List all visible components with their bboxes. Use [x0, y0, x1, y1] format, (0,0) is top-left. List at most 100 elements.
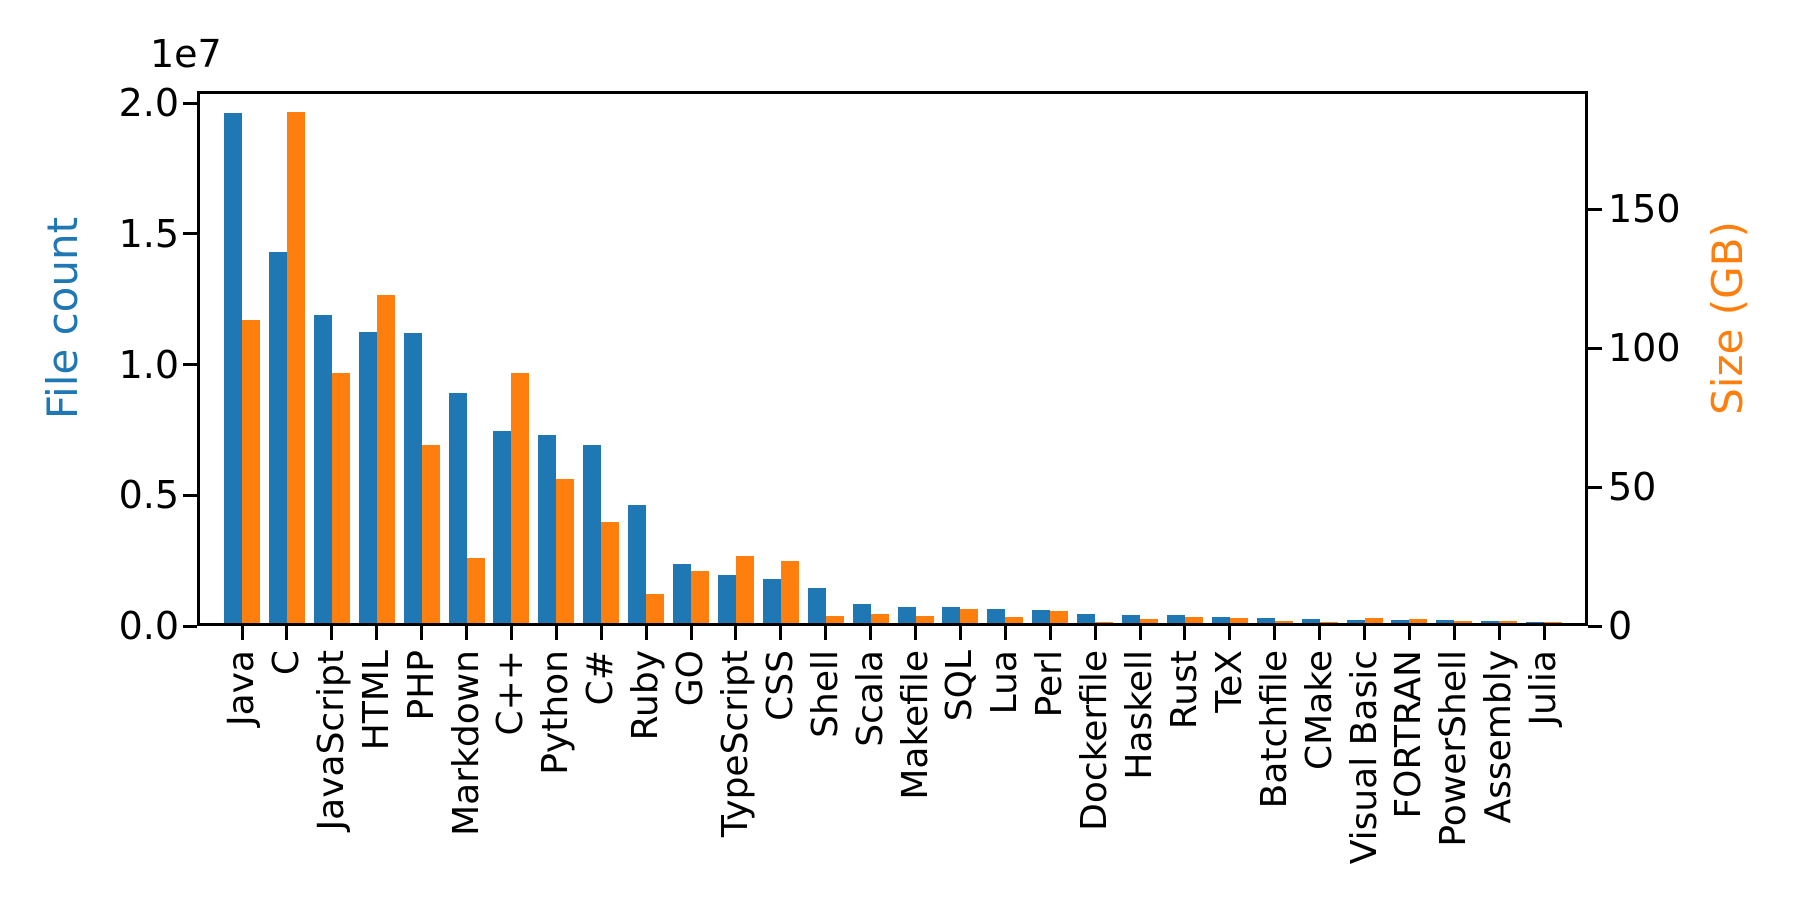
left-tick-mark [183, 363, 197, 367]
x-tick-label-c-: C++ [490, 650, 532, 736]
bar-file-count-ruby [628, 505, 647, 623]
bar-file-count-c- [583, 445, 602, 623]
x-tick-label-python: Python [535, 650, 577, 775]
bar-file-count-shell [807, 587, 826, 623]
bar-size-cmake [1319, 621, 1338, 623]
bar-size-c- [511, 373, 530, 623]
x-tick-mark [689, 626, 693, 640]
right-tick-mark [1588, 346, 1602, 350]
x-tick-mark [644, 626, 648, 640]
bar-size-batchfile [1274, 621, 1293, 623]
left-tick-label: 1.5 [118, 211, 179, 256]
bar-file-count-julia [1526, 621, 1545, 623]
x-tick-mark [1452, 626, 1456, 640]
x-tick-label-c: C [265, 650, 307, 676]
x-tick-mark [1183, 626, 1187, 640]
x-tick-mark [554, 626, 558, 640]
bar-file-count-tex [1211, 617, 1230, 623]
bar-file-count-assembly [1481, 621, 1500, 623]
left-tick-label: 0.0 [118, 604, 179, 648]
x-tick-mark [1497, 626, 1501, 640]
x-tick-mark [734, 626, 738, 640]
bar-size-tex [1229, 618, 1248, 623]
bar-size-html [376, 295, 395, 623]
x-tick-label-php: PHP [400, 650, 442, 721]
bar-size-php [421, 445, 440, 623]
bar-file-count-dockerfile [1077, 614, 1096, 623]
bar-size-scala [870, 613, 889, 623]
left-tick-mark [183, 624, 197, 628]
right-tick-label: 100 [1608, 326, 1681, 371]
bar-file-count-perl [1032, 610, 1051, 623]
left-tick-label: 2.0 [118, 81, 179, 126]
bar-size-haskell [1140, 618, 1158, 623]
x-tick-mark [1093, 626, 1097, 640]
bar-file-count-lua [987, 609, 1006, 623]
x-tick-label-powershell: PowerShell [1433, 650, 1475, 847]
bar-size-markdown [466, 557, 485, 623]
right-tick-mark [1588, 485, 1602, 489]
plot-area [197, 91, 1588, 626]
bar-size-css [780, 561, 799, 623]
right-axis-title: Size (GB) [1703, 221, 1752, 415]
y-axis-offset-label: 1e7 [150, 32, 222, 76]
x-tick-mark [914, 626, 917, 640]
bar-size-typescript [735, 556, 754, 623]
right-tick-label: 0 [1608, 604, 1633, 648]
x-tick-mark [285, 626, 289, 640]
x-tick-mark [958, 626, 962, 640]
bar-file-count-visual-basic [1346, 619, 1365, 623]
bar-size-perl [1050, 610, 1069, 623]
bar-size-assembly [1499, 621, 1518, 623]
x-tick-mark [330, 626, 334, 640]
bar-size-shell [825, 615, 844, 623]
x-tick-mark [1048, 626, 1052, 640]
bar-size-java [242, 320, 260, 623]
right-tick-mark [1588, 207, 1602, 211]
bar-size-c- [601, 521, 620, 623]
x-tick-mark [420, 626, 424, 640]
bar-file-count-makefile [897, 607, 916, 623]
x-tick-mark [1138, 626, 1142, 640]
bar-size-lua [1005, 616, 1024, 623]
left-tick-mark [183, 101, 197, 105]
x-tick-mark [1407, 626, 1411, 640]
x-tick-mark [869, 626, 873, 640]
right-tick-label: 50 [1608, 465, 1657, 510]
x-tick-label-julia: Julia [1523, 650, 1565, 726]
x-tick-mark [599, 626, 603, 640]
left-tick-mark [183, 232, 197, 236]
x-tick-mark [1363, 626, 1366, 640]
right-tick-mark [1588, 624, 1602, 628]
x-tick-label-scala: Scala [849, 650, 891, 747]
x-tick-label-markdown: Markdown [445, 650, 487, 836]
x-tick-label-c-: C# [580, 650, 622, 706]
left-tick-label: 1.0 [118, 342, 179, 387]
x-tick-mark [779, 626, 783, 640]
bar-file-count-markdown [448, 393, 467, 623]
x-tick-mark [509, 626, 513, 640]
x-tick-label-fortran: FORTRAN [1388, 650, 1430, 819]
bar-size-c [286, 112, 305, 623]
x-tick-label-typescript: TypeScript [714, 650, 756, 838]
bar-file-count-python [538, 434, 557, 623]
x-tick-label-css: CSS [759, 650, 801, 721]
bar-file-count-haskell [1122, 614, 1140, 623]
bar-file-count-fortran [1391, 620, 1410, 623]
x-tick-label-visual-basic: Visual Basic [1343, 650, 1385, 865]
x-tick-mark [375, 626, 379, 640]
bar-file-count-c- [493, 430, 512, 623]
bar-file-count-powershell [1436, 620, 1455, 623]
bar-file-count-batchfile [1256, 617, 1275, 623]
bar-size-dockerfile [1095, 621, 1114, 623]
bar-size-julia [1544, 622, 1563, 623]
bar-file-count-c [268, 251, 287, 623]
right-tick-label: 150 [1608, 187, 1681, 232]
x-tick-mark [240, 626, 244, 640]
x-tick-label-cmake: CMake [1298, 650, 1340, 770]
bar-size-go [691, 570, 709, 623]
x-tick-label-javascript: JavaScript [310, 650, 352, 831]
x-tick-label-makefile: Makefile [894, 650, 936, 800]
bar-file-count-go [673, 564, 691, 623]
bar-size-rust [1184, 616, 1203, 623]
